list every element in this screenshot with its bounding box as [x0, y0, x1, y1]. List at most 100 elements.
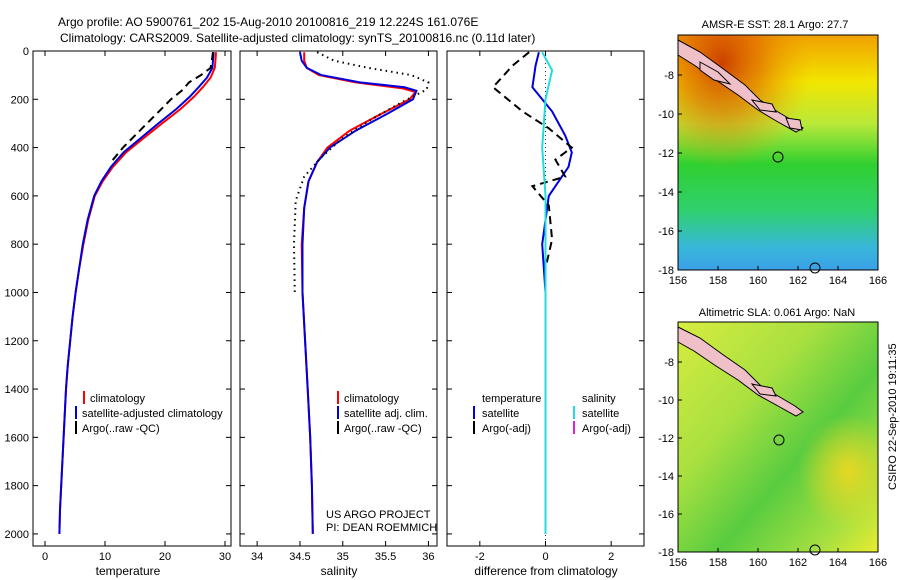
x-tick-label: 36 [422, 551, 434, 563]
map-y-tick-label: -14 [658, 187, 674, 199]
map-y-tick-label: -10 [658, 395, 674, 407]
map-y-tick-label: -16 [658, 509, 674, 521]
sst-map-title: AMSR-E SST: 28.1 Argo: 27.7 [702, 19, 849, 31]
temperature-panel-frame [32, 50, 232, 547]
series-line-salinity-satellite [541, 51, 554, 534]
sla-map-argo-marker [773, 434, 785, 446]
difference-legend: temperature satellite Argo(-adj) salinit… [473, 393, 631, 435]
x-tick-label: 0 [542, 551, 548, 563]
legend-label-salinity-argo: Argo(-adj) [582, 423, 631, 435]
salinity-legend: climatology satellite adj. clim. Argo(..… [337, 391, 428, 435]
map-y-tick-label: -14 [658, 471, 674, 483]
map-y-tick-label: -18 [658, 265, 674, 277]
map-x-tick-label: 156 [669, 557, 687, 569]
sst-map-axes: 156 158 160 162 164 166 -8 -10 -12 -14 -16 -18 [658, 70, 887, 287]
legend-label-temperature-satellite: satellite [482, 408, 519, 420]
sst-map-island [699, 61, 732, 85]
side-label: CSIRO 22-Sep-2010 19:11:35 [887, 343, 899, 490]
map-x-tick-label: 158 [709, 557, 727, 569]
y-tick-label: 200 [11, 94, 29, 106]
legend-heading-salinity: salinity [582, 393, 616, 405]
sst-map-island [785, 117, 803, 131]
series-line-climatology [300, 52, 418, 534]
sla-map-title: Altimetric SLA: 0.061 Argo: NaN [699, 307, 856, 319]
y-tick-label: 1000 [5, 287, 29, 299]
map-y-tick-label: -10 [658, 109, 674, 121]
y-tick-label: 2000 [5, 529, 29, 541]
y-tick-label: 800 [11, 239, 29, 251]
legend-label-satellite-adjusted: satellite-adjusted climatology [82, 408, 223, 420]
series-line-argo-raw-qc [110, 52, 214, 163]
series-line-temperature-argo-adj [491, 51, 574, 293]
project-line1: US ARGO PROJECT [326, 509, 431, 521]
y-tick-label: 1400 [5, 384, 29, 396]
map-x-tick-label: 166 [869, 275, 887, 287]
salinity-panel-frame [239, 50, 438, 547]
map-x-tick-label: 160 [749, 557, 767, 569]
y-tick-label: 1200 [5, 336, 29, 348]
salinity-plot: 34 34.5 35 35.5 36 [240, 50, 437, 563]
y-tick-label: 1600 [5, 432, 29, 444]
figure-title-line2: Climatology: CARS2009. Satellite-adjuste… [60, 31, 535, 45]
map-y-tick-label: -8 [664, 70, 674, 82]
difference-axis-label: difference from climatology [474, 564, 617, 578]
sla-map-island [750, 383, 777, 397]
y-tick-label: 1800 [5, 481, 29, 493]
x-tick-label: 34.5 [289, 551, 310, 563]
legend-label-climatology: climatology [344, 393, 400, 405]
sla-map-island-ring [809, 544, 821, 556]
x-tick-label: 30 [219, 551, 231, 563]
map-y-tick-label: -8 [664, 357, 674, 369]
map-x-tick-label: 162 [789, 557, 807, 569]
x-tick-label: 2 [608, 551, 614, 563]
sst-map-island-ring [809, 262, 821, 274]
temperature-axis-label: temperature [96, 564, 161, 578]
sla-map: 156 158 160 162 164 166 -8 -10 -12 -14 -16 -18 [658, 321, 887, 569]
legend-label-climatology: climatology [90, 393, 146, 405]
map-y-tick-label: -12 [658, 148, 674, 160]
series-line-satellite-adj-clim [299, 52, 418, 534]
map-y-tick-label: -12 [658, 433, 674, 445]
map-x-tick-label: 166 [869, 557, 887, 569]
y-tick-label: 400 [11, 143, 29, 155]
map-y-tick-label: -16 [658, 226, 674, 238]
map-x-tick-label: 156 [669, 275, 687, 287]
y-tick-label: 0 [23, 46, 29, 58]
map-x-tick-label: 164 [829, 557, 847, 569]
series-line-argo-raw-qc [292, 51, 430, 293]
difference-plot: -2 0 2 [447, 50, 644, 563]
x-tick-label: 0 [42, 551, 48, 563]
legend-label-temperature-argo: Argo(-adj) [482, 423, 531, 435]
x-tick-label: 10 [99, 551, 111, 563]
series-line-temperature-satellite [531, 51, 573, 534]
temperature-legend: climatology satellite-adjusted climatolo… [75, 391, 223, 435]
figure-title-line1: Argo profile: AO 5900761_202 15-Aug-2010… [58, 15, 478, 29]
map-y-tick-label: -18 [658, 547, 674, 559]
x-tick-label: 35.5 [375, 551, 396, 563]
project-line2: PI: DEAN ROEMMICH [326, 522, 437, 534]
map-x-tick-label: 160 [749, 275, 767, 287]
series-line-climatology [58, 52, 217, 534]
legend-label-salinity-satellite: satellite [582, 408, 619, 420]
x-tick-label: -2 [475, 551, 485, 563]
series-line-satellite-adjusted-climatology [58, 52, 215, 534]
temperature-plot: 0 10 20 30 0 200 400 600 800 1000 1200 1400 1600 1800… [5, 46, 232, 563]
legend-label-argo: Argo(..raw -QC) [344, 423, 422, 435]
y-tick-label: 600 [11, 191, 29, 203]
x-tick-label: 34 [251, 551, 263, 563]
sst-map-island [750, 99, 777, 113]
sla-map-frame [677, 321, 879, 553]
x-tick-label: 20 [159, 551, 171, 563]
map-x-tick-label: 164 [829, 275, 847, 287]
map-x-tick-label: 158 [709, 275, 727, 287]
x-tick-label: 35 [337, 551, 349, 563]
sst-map-argo-marker [772, 151, 784, 163]
sla-map-axes: 156 158 160 162 164 166 -8 -10 -12 -14 -16 -18 [658, 357, 887, 569]
legend-heading-temperature: temperature [482, 393, 541, 405]
map-x-tick-label: 162 [789, 275, 807, 287]
legend-label-argo: Argo(..raw -QC) [82, 423, 160, 435]
sst-map: 156 158 160 162 164 166 -8 -10 -12 -14 -16 -18 [658, 34, 887, 287]
salinity-axis-label: salinity [321, 564, 358, 578]
legend-label-satellite: satellite adj. clim. [344, 408, 428, 420]
